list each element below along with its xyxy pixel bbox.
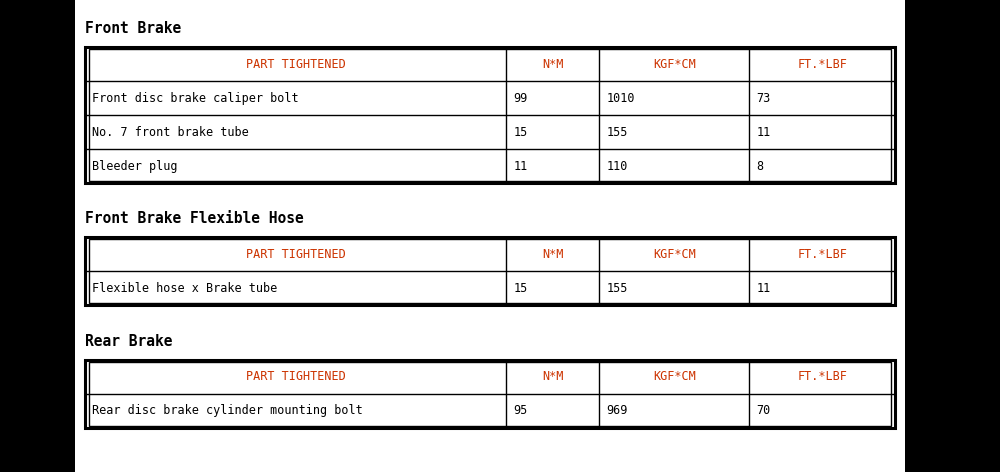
Text: N*M: N*M [542,58,563,71]
Text: Rear disc brake cylinder mounting bolt: Rear disc brake cylinder mounting bolt [92,404,363,417]
Bar [89,239,891,303]
Text: FT.*LBF: FT.*LBF [797,370,847,383]
Text: 110: 110 [606,160,628,173]
Text: N*M: N*M [542,248,563,261]
Bar [85,237,895,305]
Bar [905,0,1000,472]
Text: PART TIGHTENED: PART TIGHTENED [246,248,345,261]
Text: 70: 70 [756,404,770,417]
Text: PART TIGHTENED: PART TIGHTENED [246,370,345,383]
Text: 155: 155 [606,282,628,295]
Text: 1010: 1010 [606,92,635,105]
Text: 969: 969 [606,404,628,417]
Text: KGF*CM: KGF*CM [653,58,696,71]
Text: 95: 95 [513,404,527,417]
Text: FT.*LBF: FT.*LBF [797,58,847,71]
Text: 73: 73 [756,92,770,105]
Text: No. 7 front brake tube: No. 7 front brake tube [92,126,249,139]
Text: Rear Brake: Rear Brake [85,334,173,349]
Text: Front Brake: Front Brake [85,21,181,36]
Text: 99: 99 [513,92,527,105]
Text: 11: 11 [756,126,770,139]
Text: 15: 15 [513,282,527,295]
Text: KGF*CM: KGF*CM [653,248,696,261]
Text: 155: 155 [606,126,628,139]
Text: KGF*CM: KGF*CM [653,370,696,383]
Text: 11: 11 [513,160,527,173]
Bar [85,47,895,183]
Bar [85,360,895,428]
Text: 15: 15 [513,126,527,139]
Bar [0,0,75,472]
Text: Front disc brake caliper bolt: Front disc brake caliper bolt [92,92,299,105]
Text: 8: 8 [756,160,763,173]
Text: 11: 11 [756,282,770,295]
Text: Bleeder plug: Bleeder plug [92,160,178,173]
Text: PART TIGHTENED: PART TIGHTENED [246,58,345,71]
Text: FT.*LBF: FT.*LBF [797,248,847,261]
Text: Flexible hose x Brake tube: Flexible hose x Brake tube [92,282,277,295]
Bar [89,362,891,426]
Bar [89,49,891,181]
Text: N*M: N*M [542,370,563,383]
Text: Front Brake Flexible Hose: Front Brake Flexible Hose [85,211,304,227]
